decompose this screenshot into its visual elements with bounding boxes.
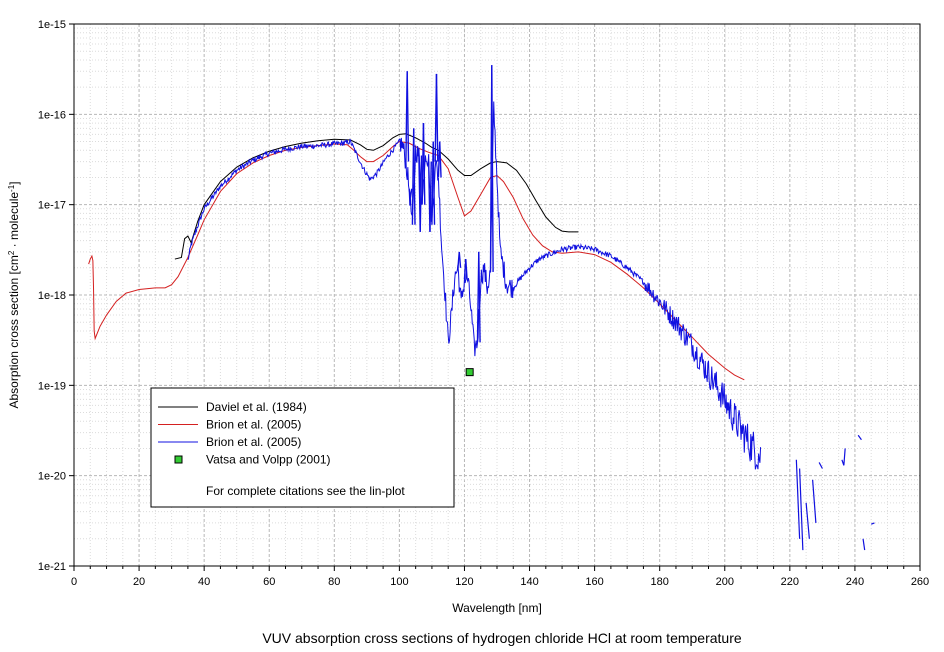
series-line-0 [174, 133, 579, 260]
x-tick-label: 140 [520, 576, 538, 588]
legend: Daviel et al. (1984) Brion et al. (2005) B… [150, 387, 455, 508]
series-group [88, 65, 875, 551]
series-line-1 [88, 141, 745, 381]
x-tick-label: 160 [585, 576, 603, 588]
series-marker [465, 368, 474, 377]
x-tick-label: 100 [390, 576, 408, 588]
series-spike [465, 259, 468, 280]
series-spike [435, 73, 439, 162]
series-spike [439, 141, 442, 178]
series-fragment [795, 459, 801, 539]
series-spike [458, 251, 462, 268]
x-tick-label: 260 [911, 576, 929, 588]
legend-label: Daviel et al. (1984) [206, 400, 307, 414]
x-tick-label: 80 [328, 576, 340, 588]
series-spike [432, 141, 436, 225]
series-fragment [841, 448, 846, 466]
y-tick-label: 1e-16 [38, 109, 66, 121]
y-tick-label: 1e-20 [38, 471, 66, 483]
x-tick-label: 180 [651, 576, 669, 588]
x-axis-ticks: 0 20 40 60 80 100 120 140 160 180 200 220 240 260 [71, 566, 929, 588]
series-fragment [805, 502, 810, 539]
y-tick-label: 1e-18 [38, 290, 66, 302]
series-fragment [799, 468, 804, 551]
y-axis-ticks: 1e-21 1e-20 1e-19 1e-18 1e-17 1e-16 1e-15 [38, 19, 74, 573]
series-spike [429, 161, 432, 232]
x-tick-label: 40 [198, 576, 210, 588]
plot-frame [73, 23, 921, 567]
legend-label: Brion et al. (2005) [206, 435, 301, 449]
x-tick-label: 200 [716, 576, 734, 588]
legend-swatch [174, 455, 183, 464]
x-tick-label: 0 [71, 576, 77, 588]
series-spike [419, 155, 423, 232]
series-spike [478, 251, 481, 343]
x-tick-label: 220 [781, 576, 799, 588]
figure-caption: VUV absorption cross sections of hydroge… [262, 630, 742, 646]
legend-label: Vatsa and Volpp (2001) [206, 453, 331, 467]
x-tick-label: 20 [133, 576, 145, 588]
series-spike [409, 188, 413, 198]
series-fragment [857, 434, 862, 441]
y-tick-label: 1e-21 [38, 561, 66, 573]
y-tick-label: 1e-17 [38, 200, 66, 212]
series-spike [491, 65, 494, 272]
legend-label: Brion et al. (2005) [206, 418, 301, 432]
y-tick-label: 1e-15 [38, 19, 66, 31]
series-fragment [870, 522, 875, 525]
y-tick-label: 1e-19 [38, 380, 66, 392]
series-fragment [812, 479, 817, 523]
x-axis-title: Wavelength [nm] [452, 601, 542, 615]
y-axis-title: Absorption cross section [cm2 · molecule… [7, 181, 22, 408]
series-fragment [818, 462, 823, 469]
x-tick-label: 120 [455, 576, 473, 588]
series-spike [422, 123, 426, 205]
x-tick-label: 60 [263, 576, 275, 588]
legend-note: For complete citations see the lin-plot [206, 484, 405, 498]
series-line-2 [187, 101, 762, 470]
legend-box [150, 387, 455, 508]
series-spike [413, 128, 416, 225]
series-spike [406, 71, 410, 162]
x-tick-label: 240 [846, 576, 864, 588]
series-fragment [862, 538, 866, 551]
